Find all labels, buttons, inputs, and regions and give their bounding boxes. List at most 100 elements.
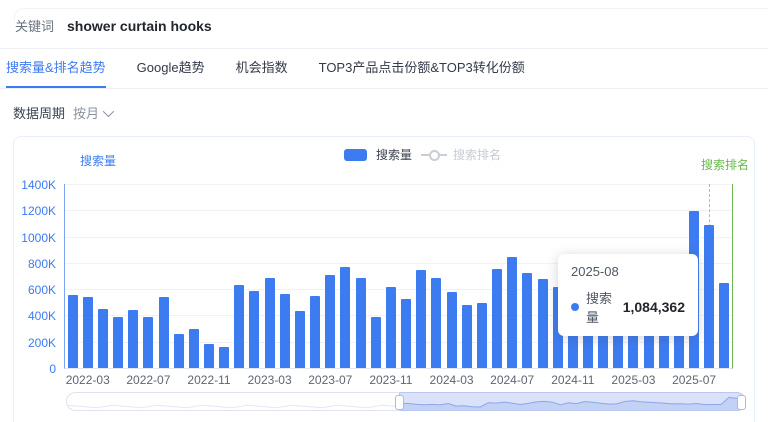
bar-2024-03[interactable]	[446, 292, 457, 368]
x-tick-label: 2023-03	[247, 373, 292, 387]
bar-2022-11[interactable]	[204, 343, 214, 368]
search-rank-legend-item[interactable]: 搜索排名	[421, 146, 501, 163]
bar-2022-09[interactable]	[173, 334, 184, 368]
bar-2025-05[interactable]	[658, 312, 669, 368]
gridline	[65, 289, 732, 291]
x-tick-label: 2022-11	[187, 373, 231, 387]
bar-2023-06[interactable]	[310, 295, 321, 368]
bar-2022-12[interactable]	[219, 346, 230, 368]
tab-2[interactable]: 机会指数	[235, 60, 288, 75]
y-tick-label: 1400K	[21, 178, 56, 192]
bar-2022-08[interactable]	[158, 297, 169, 368]
y-axis-title-left: 搜索量	[80, 154, 117, 168]
bar-2022-10[interactable]	[188, 329, 199, 368]
bar-2023-01[interactable]	[234, 285, 245, 368]
data-period-label: 数据周期	[13, 106, 66, 121]
gridline	[65, 315, 732, 317]
tab-1[interactable]: Google趋势	[136, 60, 205, 75]
search-rank-legend-label: 搜索排名	[453, 148, 502, 162]
bar-2024-07[interactable]	[507, 256, 518, 368]
bar-2023-08[interactable]	[340, 266, 351, 368]
bar-2022-03[interactable]	[82, 296, 93, 368]
bar-2023-11[interactable]	[385, 287, 396, 368]
datazoom-series-line	[400, 396, 745, 410]
bar-2022-05[interactable]	[113, 316, 124, 368]
tooltip-series-dot	[571, 303, 579, 311]
bar-2024-01[interactable]	[416, 269, 427, 368]
line-circle-marker-icon	[421, 149, 448, 161]
y-tick-label: 600K	[27, 283, 56, 298]
bar-2025-04[interactable]	[643, 312, 654, 368]
x-tick-label: 2025-07	[672, 373, 717, 387]
bar-2022-07[interactable]	[143, 316, 154, 368]
chart-legend: 搜索量 搜索排名	[344, 146, 501, 163]
bar-2023-05[interactable]	[294, 310, 305, 368]
x-tick-label: 2023-07	[308, 373, 353, 387]
bar-2023-09[interactable]	[355, 278, 366, 368]
bar-2024-06[interactable]	[492, 269, 503, 368]
panel-top-border	[14, 8, 768, 21]
gridline	[65, 341, 732, 343]
bar-2024-09[interactable]	[537, 279, 548, 368]
bar-2025-06[interactable]	[673, 312, 684, 368]
search-volume-legend-swatch[interactable]	[344, 148, 367, 161]
datazoom-slider[interactable]	[66, 392, 746, 411]
bar-2022-04[interactable]	[97, 308, 108, 368]
gridline	[65, 210, 732, 212]
bar-2023-04[interactable]	[279, 294, 290, 368]
bar-2023-12[interactable]	[401, 299, 412, 368]
bar-2024-05[interactable]	[476, 303, 487, 368]
bar-2024-10[interactable]	[552, 286, 563, 368]
data-period-row: 数据周期 按月	[13, 103, 115, 122]
bar-2025-09[interactable]	[719, 282, 730, 368]
y-tick-label: 0	[49, 362, 56, 376]
tooltip-series-label: 搜索量	[586, 291, 613, 325]
y-tick-label: 1200K	[21, 204, 56, 219]
datazoom-left-handle[interactable]	[395, 395, 404, 410]
y-tick-label: 800K	[27, 256, 56, 271]
y-axis-title-right: 搜索排名	[700, 158, 749, 172]
bar-2023-07[interactable]	[325, 274, 336, 368]
chart-tooltip: 2025-08 搜索量 1,084,362	[558, 254, 698, 336]
keyword-label: 关键词	[15, 19, 55, 34]
keyword-value: shower curtain hooks	[67, 18, 212, 34]
tooltip-date: 2025-08	[571, 264, 619, 279]
tabs: 搜索量&排名趋势 Google趋势 机会指数 TOP3产品点击份额&TOP3转化份额	[6, 57, 768, 88]
bar-2024-08[interactable]	[522, 272, 533, 368]
x-tick-label: 2022-03	[65, 373, 110, 387]
datazoom-selection[interactable]	[399, 392, 746, 411]
bar-2022-02[interactable]	[67, 295, 78, 368]
bar-2024-02[interactable]	[431, 278, 442, 368]
bar-2023-10[interactable]	[370, 317, 381, 368]
data-period-select[interactable]: 按月	[73, 103, 115, 122]
y-axis-labels: 1400K 1200K 1000K 800K 600K 400K 200K 0	[14, 178, 59, 376]
datazoom-right-handle[interactable]	[737, 395, 746, 410]
bar-2022-06[interactable]	[128, 309, 139, 368]
keyword-header: 关键词 shower curtain hooks	[15, 16, 212, 35]
x-tick-label: 2024-03	[429, 373, 474, 387]
gridline	[65, 236, 732, 238]
bar-2024-04[interactable]	[461, 305, 472, 368]
bar-2023-02[interactable]	[249, 290, 260, 368]
data-period-value: 按月	[73, 106, 100, 121]
gridline	[65, 184, 732, 185]
x-tick-label: 2023-11	[369, 373, 413, 387]
gridline	[65, 262, 732, 264]
tab-0[interactable]: 搜索量&排名趋势	[6, 57, 106, 88]
bar-2025-08[interactable]	[704, 225, 715, 368]
chart-card: 搜索量 搜索排名 搜索量 搜索排名 1400K 1200K 1000K 800K 600…	[13, 136, 755, 422]
x-tick-label: 2022-07	[126, 373, 171, 387]
x-tick-label: 2024-07	[490, 373, 535, 387]
header-divider	[0, 48, 768, 49]
tab-3[interactable]: TOP3产品点击份额&TOP3转化份额	[318, 60, 525, 75]
y-tick-label: 400K	[27, 309, 56, 324]
search-volume-legend-label[interactable]: 搜索量	[376, 148, 413, 162]
chevron-down-icon	[102, 105, 115, 117]
y-tick-label: 200K	[27, 335, 56, 350]
x-tick-label: 2025-03	[611, 373, 656, 387]
bar-2025-02[interactable]	[613, 306, 624, 368]
tooltip-value: 1,084,362	[622, 299, 685, 315]
bar-2023-03[interactable]	[264, 277, 275, 368]
x-tick-label: 2024-11	[551, 373, 595, 387]
